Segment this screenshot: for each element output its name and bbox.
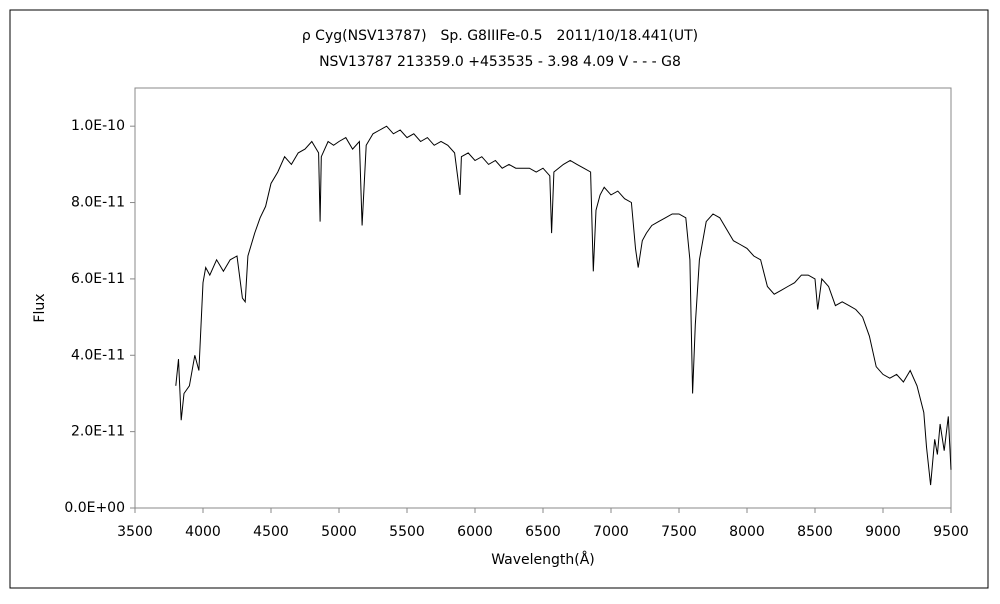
spectrum-line	[175, 125, 952, 486]
x-tick-label: 5000	[321, 524, 357, 540]
x-tick-label: 8500	[797, 524, 833, 540]
y-tick-label: 1.0E-10	[71, 118, 125, 134]
chart-border	[9, 9, 989, 589]
x-tick-label: 6000	[457, 524, 493, 540]
x-tick-label: 9500	[933, 524, 969, 540]
x-tick-label: 7500	[661, 524, 697, 540]
y-tick-label: 4.0E-11	[71, 347, 125, 363]
x-axis-label: Wavelength(Å)	[491, 551, 595, 568]
x-tick-label: 6500	[525, 524, 561, 540]
y-tick-label: 6.0E-11	[71, 271, 125, 287]
x-tick-label: 5500	[389, 524, 425, 540]
y-axis-label: Flux	[32, 293, 48, 322]
y-tick-label: 8.0E-11	[71, 195, 125, 211]
x-tick-label: 4500	[253, 524, 289, 540]
x-tick-label: 8000	[729, 524, 765, 540]
x-tick-label: 4000	[185, 524, 221, 540]
chart-subtitle: NSV13787 213359.0 +453535 - 3.98 4.09 V …	[319, 54, 681, 70]
x-tick-label: 3500	[117, 524, 153, 540]
y-tick-label: 2.0E-11	[71, 424, 125, 440]
x-tick-label: 9000	[865, 524, 901, 540]
chart-title: ρ Cyg(NSV13787) Sp. G8IIIFe-0.5 2011/10/…	[302, 28, 698, 44]
y-tick-label: 0.0E+00	[64, 500, 125, 516]
x-tick-label: 7000	[593, 524, 629, 540]
